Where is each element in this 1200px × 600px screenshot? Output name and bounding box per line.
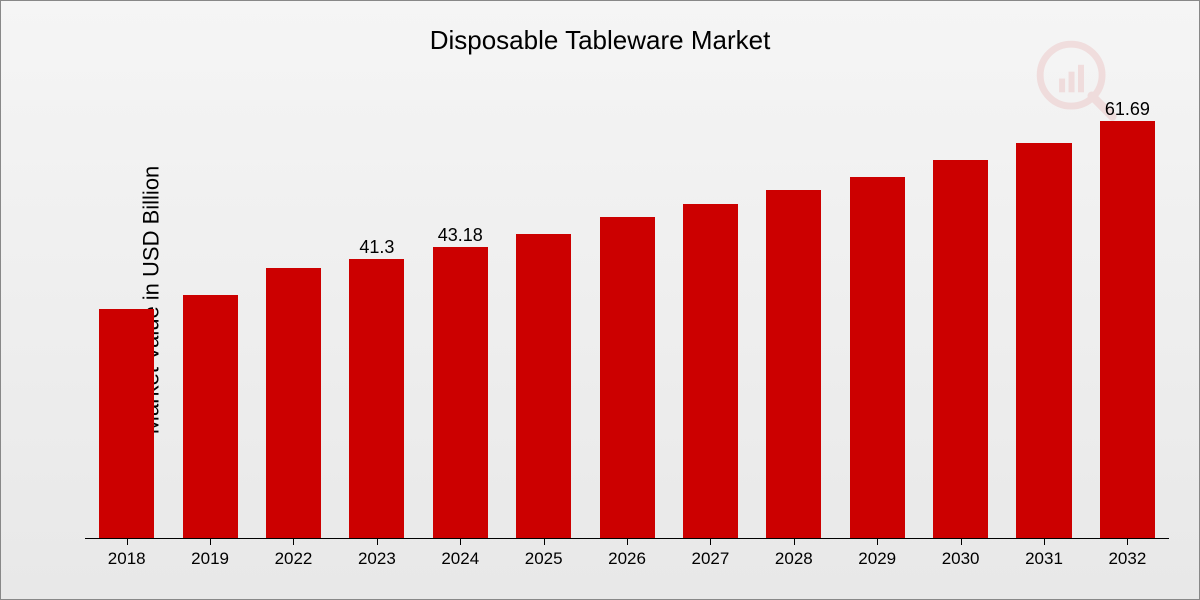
x-tick-mark xyxy=(377,539,378,545)
x-tick: 2030 xyxy=(919,539,1002,599)
bar-slot xyxy=(585,99,668,539)
bar xyxy=(766,190,821,539)
x-tick-mark xyxy=(293,539,294,545)
bars-group: 41.3 43.18 61.69 xyxy=(85,99,1169,539)
bar-slot: 41.3 xyxy=(335,99,418,539)
bar xyxy=(99,309,154,539)
x-tick-mark xyxy=(210,539,211,545)
bar-slot xyxy=(168,99,251,539)
bar-slot xyxy=(752,99,835,539)
bar-slot xyxy=(502,99,585,539)
bar-value-label: 43.18 xyxy=(438,225,483,246)
x-tick-mark xyxy=(710,539,711,545)
bar-slot: 61.69 xyxy=(1086,99,1169,539)
x-tick: 2027 xyxy=(669,539,752,599)
x-tick: 2029 xyxy=(836,539,919,599)
chart-title: Disposable Tableware Market xyxy=(430,25,771,56)
x-tick: 2024 xyxy=(419,539,502,599)
x-tick: 2018 xyxy=(85,539,168,599)
bar-slot xyxy=(1002,99,1085,539)
bar xyxy=(933,160,988,539)
x-tick: 2026 xyxy=(585,539,668,599)
bar-slot xyxy=(85,99,168,539)
plot-area: 41.3 43.18 61.69 xyxy=(85,99,1169,539)
bar xyxy=(1016,143,1071,539)
x-tick-mark xyxy=(127,539,128,545)
bar-value-label: 61.69 xyxy=(1105,99,1150,120)
bar xyxy=(183,295,238,539)
chart-container: Disposable Tableware Market Market Value… xyxy=(0,0,1200,600)
x-tick: 2022 xyxy=(252,539,335,599)
bar-slot: 43.18 xyxy=(419,99,502,539)
bar xyxy=(516,234,571,539)
x-tick-mark xyxy=(877,539,878,545)
bar: 61.69 xyxy=(1100,121,1155,539)
x-tick: 2023 xyxy=(335,539,418,599)
bar xyxy=(683,204,738,539)
bar-slot xyxy=(836,99,919,539)
x-tick: 2031 xyxy=(1002,539,1085,599)
bar-slot xyxy=(669,99,752,539)
x-tick-mark xyxy=(544,539,545,545)
x-tick: 2028 xyxy=(752,539,835,599)
x-tick: 2025 xyxy=(502,539,585,599)
bar-value-label: 41.3 xyxy=(359,237,394,258)
x-tick-mark xyxy=(794,539,795,545)
x-tick-mark xyxy=(1127,539,1128,545)
x-tick: 2019 xyxy=(168,539,251,599)
x-tick: 2032 xyxy=(1086,539,1169,599)
bar: 43.18 xyxy=(433,247,488,539)
bar xyxy=(850,177,905,539)
x-axis-ticks: 2018201920222023202420252026202720282029… xyxy=(85,539,1169,599)
bar xyxy=(266,268,321,539)
bar xyxy=(600,217,655,539)
bar: 41.3 xyxy=(349,259,404,539)
x-tick-mark xyxy=(961,539,962,545)
bar-slot xyxy=(919,99,1002,539)
x-tick-mark xyxy=(460,539,461,545)
bar-slot xyxy=(252,99,335,539)
x-tick-mark xyxy=(627,539,628,545)
x-tick-mark xyxy=(1044,539,1045,545)
